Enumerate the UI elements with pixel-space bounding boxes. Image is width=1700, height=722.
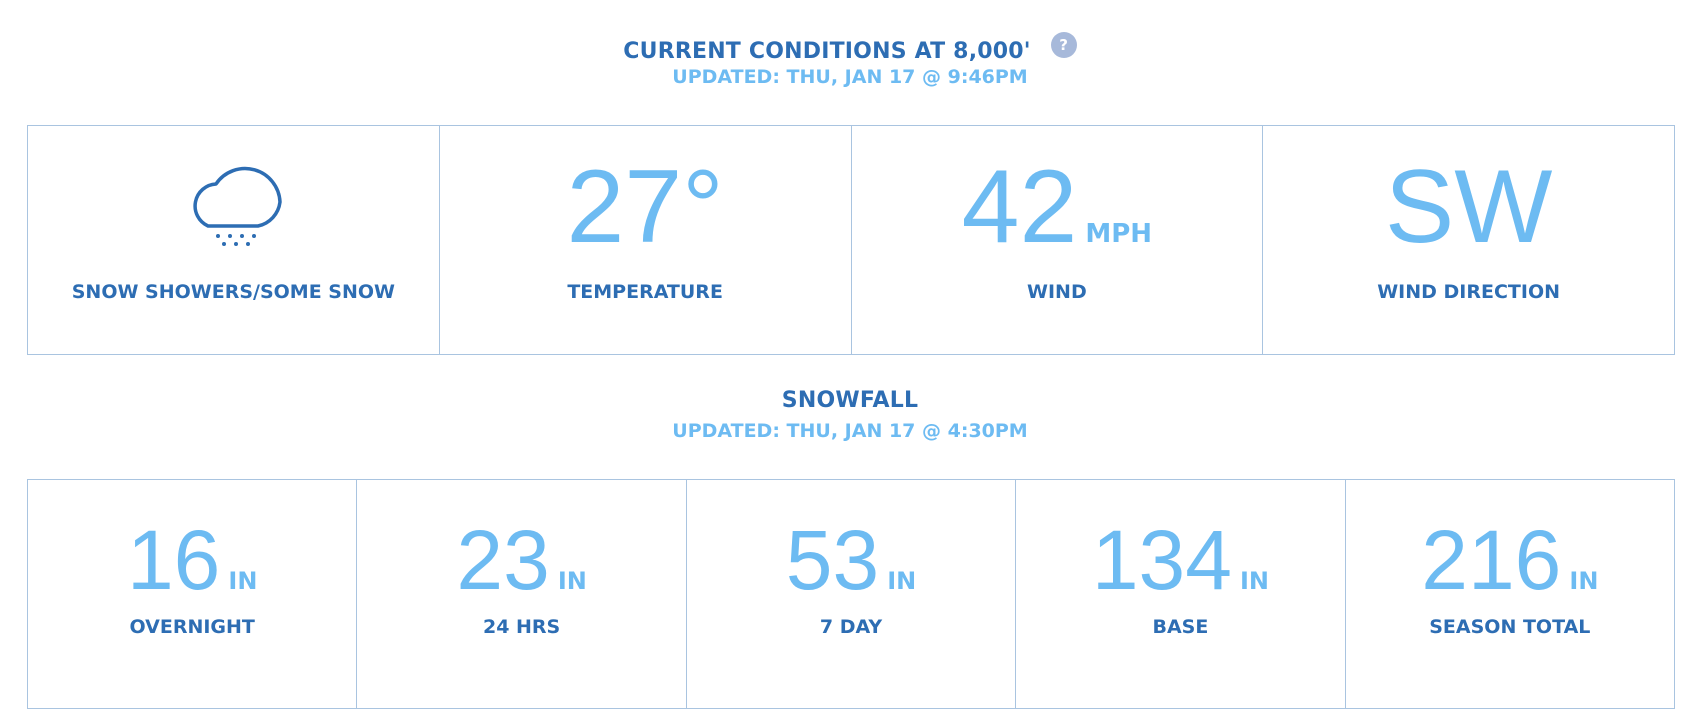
value: 134	[1091, 513, 1232, 607]
label: SNOW SHOWERS/SOME SNOW	[71, 281, 396, 303]
conditions-panel: SNOW SHOWERS/SOME SNOW 27° TEMPERATURE 42 MP…	[27, 125, 1675, 355]
conditions-updated: UPDATED: THU, JAN 17 @ 9:46PM	[672, 66, 1028, 88]
value: 216	[1421, 513, 1562, 607]
unit: IN	[557, 567, 587, 595]
label: WIND DIRECTION	[1377, 281, 1561, 303]
value: SW	[1384, 149, 1553, 265]
cell: 27° TEMPERATURE	[438, 126, 851, 354]
big-value: 42 MPH	[852, 148, 1263, 267]
cell: 23 IN 24 HRS	[356, 480, 685, 708]
label: BASE	[1152, 616, 1209, 638]
cell: SNOW SHOWERS/SOME SNOW	[28, 126, 439, 354]
snowfall-title: SNOWFALL	[781, 388, 919, 413]
snowfall-updated: UPDATED: THU, JAN 17 @ 4:30PM	[672, 420, 1028, 442]
big-value: 27°	[440, 148, 851, 267]
conditions-title-row: CURRENT CONDITIONS AT 8,000'?	[0, 32, 1700, 64]
cell: 216 IN SEASON TOTAL	[1344, 480, 1674, 708]
label: SEASON TOTAL	[1429, 616, 1591, 638]
value: 27°	[566, 149, 724, 265]
big-value: 216 IN	[1346, 512, 1674, 609]
big-value: 134 IN	[1016, 512, 1344, 609]
help-icon[interactable]: ?	[1050, 32, 1077, 58]
unit: IN	[1239, 567, 1269, 595]
big-value: SW	[1263, 148, 1674, 267]
label: WIND	[1027, 281, 1087, 303]
conditions-title: CURRENT CONDITIONS AT 8,000'	[623, 39, 1031, 64]
cell: 42 MPH WIND	[850, 126, 1263, 354]
cell: SW WIND DIRECTION	[1262, 126, 1674, 354]
cell: 53 IN 7 DAY	[685, 480, 1015, 708]
value: 16	[126, 513, 221, 607]
cell: 16 IN OVERNIGHT	[28, 480, 356, 708]
big-value: 23 IN	[357, 512, 685, 609]
value: 53	[785, 513, 880, 607]
snow-icon	[193, 166, 283, 246]
label: 7 DAY	[819, 616, 883, 638]
value: 23	[456, 513, 550, 607]
value: 42	[961, 149, 1078, 265]
unit: IN	[228, 567, 258, 595]
snowfall-panel: 16 IN OVERNIGHT 23 IN 24 HRS 53 IN 7 DAY 134 IN BAS…	[27, 479, 1675, 709]
unit: IN	[1569, 567, 1599, 595]
label: 24 HRS	[482, 616, 561, 638]
unit: MPH	[1085, 219, 1153, 249]
unit: IN	[887, 567, 917, 595]
label: OVERNIGHT	[129, 616, 255, 638]
label: TEMPERATURE	[567, 281, 723, 303]
big-value: 16 IN	[28, 512, 356, 609]
cell: 134 IN BASE	[1015, 480, 1344, 708]
big-value: 53 IN	[687, 512, 1015, 609]
